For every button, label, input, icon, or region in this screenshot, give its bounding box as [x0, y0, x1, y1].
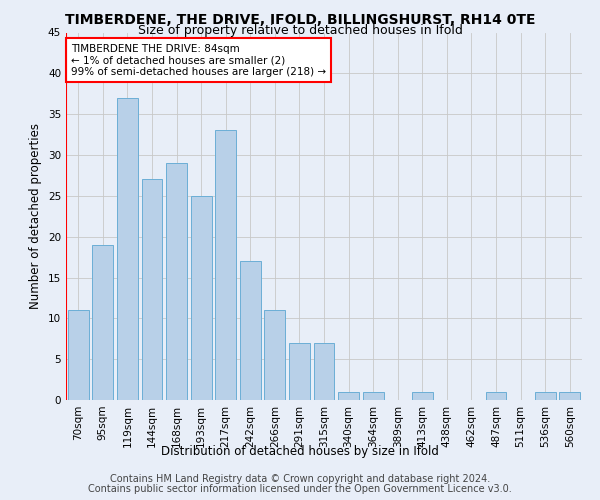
Bar — [362, 392, 383, 400]
Bar — [412, 392, 433, 400]
Text: Contains public sector information licensed under the Open Government Licence v3: Contains public sector information licen… — [88, 484, 512, 494]
Bar — [215, 130, 236, 400]
Text: TIMBERDENE, THE DRIVE, IFOLD, BILLINGSHURST, RH14 0TE: TIMBERDENE, THE DRIVE, IFOLD, BILLINGSHU… — [65, 12, 535, 26]
Bar — [191, 196, 212, 400]
Bar — [92, 245, 113, 400]
Y-axis label: Number of detached properties: Number of detached properties — [29, 123, 43, 309]
Bar — [535, 392, 556, 400]
Bar — [485, 392, 506, 400]
Bar — [166, 163, 187, 400]
Bar — [338, 392, 359, 400]
Bar — [142, 180, 163, 400]
Bar — [265, 310, 286, 400]
Text: TIMBERDENE THE DRIVE: 84sqm
← 1% of detached houses are smaller (2)
99% of semi-: TIMBERDENE THE DRIVE: 84sqm ← 1% of deta… — [71, 44, 326, 76]
Bar — [559, 392, 580, 400]
Text: Size of property relative to detached houses in Ifold: Size of property relative to detached ho… — [137, 24, 463, 37]
Text: Distribution of detached houses by size in Ifold: Distribution of detached houses by size … — [161, 444, 439, 458]
Bar — [314, 343, 334, 400]
Bar — [289, 343, 310, 400]
Text: Contains HM Land Registry data © Crown copyright and database right 2024.: Contains HM Land Registry data © Crown c… — [110, 474, 490, 484]
Bar — [240, 261, 261, 400]
Bar — [68, 310, 89, 400]
Bar — [117, 98, 138, 400]
